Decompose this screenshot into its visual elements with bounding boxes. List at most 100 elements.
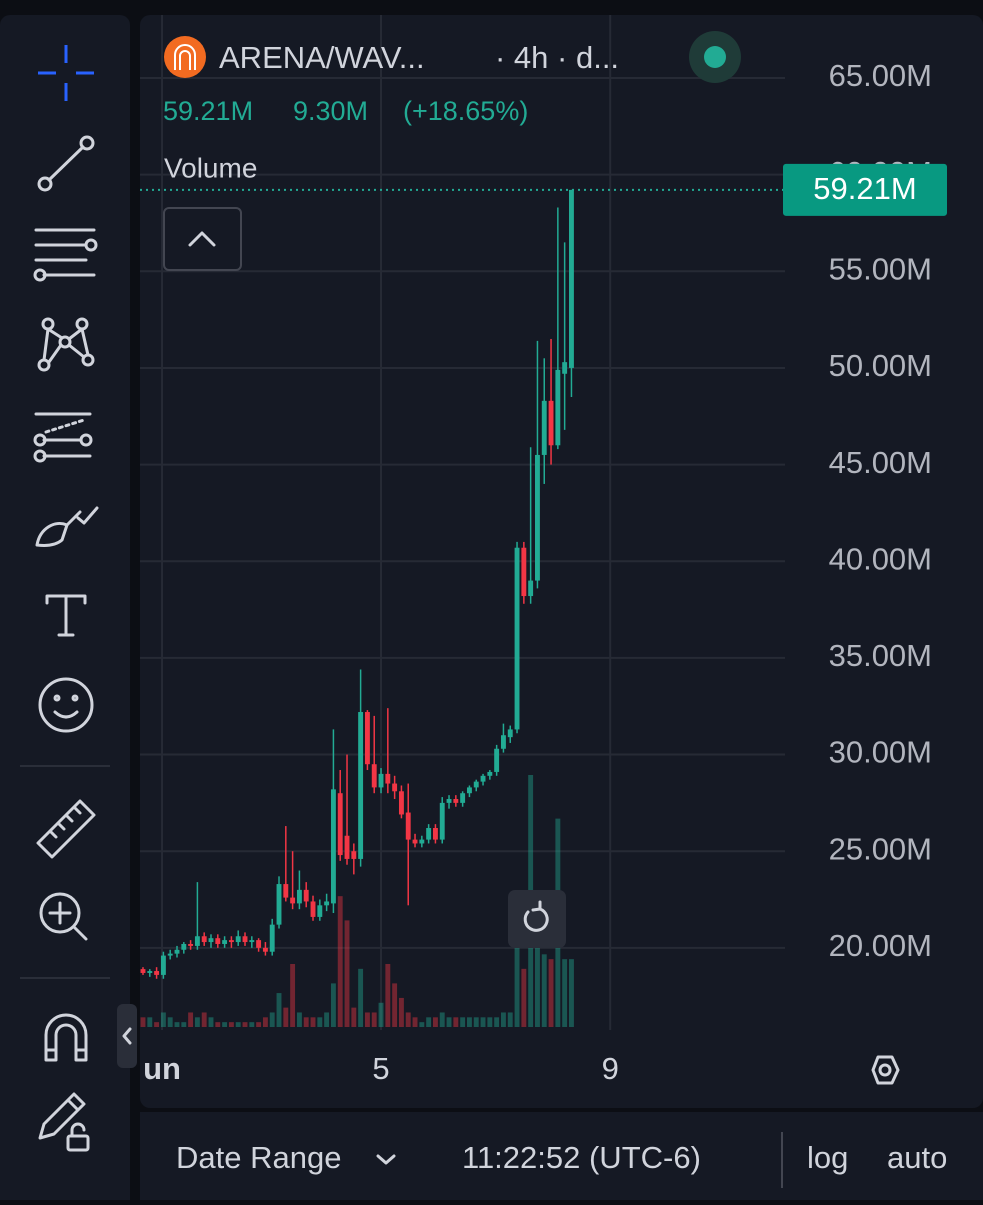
candle-body (466, 787, 472, 794)
volume-bar (534, 930, 540, 1027)
volume-bar (235, 1022, 241, 1027)
volume-bar (222, 1022, 228, 1027)
symbol-logo (164, 36, 206, 78)
candle-body (317, 905, 323, 917)
candle-body (426, 828, 432, 840)
volume-bar (167, 1017, 173, 1027)
volume-bar (398, 997, 404, 1027)
x-tick-label: 5 (372, 1051, 389, 1086)
candle-body (364, 712, 370, 765)
log-toggle[interactable]: log (807, 1140, 848, 1175)
text-tool[interactable] (45, 594, 87, 637)
y-tick-label: 40.00M (829, 541, 932, 576)
bottom-bar (140, 1112, 983, 1200)
volume-bar (453, 1017, 459, 1027)
collapse-icon (122, 1027, 132, 1045)
volume-bar (439, 1012, 445, 1027)
candle-body (262, 947, 268, 952)
auto-toggle[interactable]: auto (887, 1140, 947, 1175)
volume-bar (147, 1017, 153, 1027)
volume-bar (351, 1007, 357, 1027)
candle-body (194, 936, 200, 946)
indicator-label[interactable]: Volume (164, 152, 257, 183)
crosshair-tool[interactable] (38, 45, 94, 101)
candle-body (494, 748, 500, 772)
candle-body (487, 771, 493, 776)
candle-body (419, 839, 425, 844)
change-value: 9.30M (293, 96, 368, 126)
emoji-tool[interactable] (38, 677, 94, 733)
candle-body (188, 943, 194, 946)
expand-button[interactable] (163, 207, 242, 271)
parallel-lines-tool[interactable] (33, 228, 98, 282)
candle-body (167, 953, 173, 956)
candle-body (569, 189, 574, 368)
candle-body (378, 773, 384, 788)
volume-bar (562, 959, 568, 1027)
market-status-dot (704, 46, 726, 68)
pattern-tool[interactable] (37, 317, 95, 372)
zoom-tool[interactable] (39, 892, 88, 941)
candle-body (344, 835, 350, 859)
x-tick-label: 9 (602, 1051, 619, 1086)
brush-tool[interactable] (35, 506, 99, 547)
volume-bar (419, 1022, 425, 1027)
interval[interactable]: · 4h · d... (495, 40, 619, 75)
candle-body (296, 889, 302, 904)
trend-line-tool[interactable] (37, 135, 95, 192)
volume-bar (201, 1012, 207, 1027)
collapse-toolbar[interactable] (117, 1004, 137, 1068)
candle-body (453, 799, 459, 803)
reset-chart-button[interactable] (508, 890, 566, 948)
volume-bar (385, 964, 391, 1027)
volume-bar (276, 993, 282, 1027)
ruler-tool[interactable] (36, 799, 96, 859)
volume-bar (460, 1017, 466, 1027)
volume-bar (378, 1002, 384, 1027)
candle-body (330, 789, 336, 904)
volume-bar (446, 1017, 452, 1027)
volume-bar (256, 1022, 262, 1027)
volume-bar (324, 1012, 330, 1027)
date-range-button[interactable]: Date Range (176, 1140, 341, 1175)
forecast-tool[interactable] (33, 412, 93, 463)
volume-bar (507, 1012, 513, 1027)
candle-body (303, 889, 309, 902)
volume-bar (344, 920, 350, 1027)
volume-bar (262, 1017, 268, 1027)
volume-bar (426, 1017, 432, 1027)
candle-body (514, 547, 520, 730)
volume-bar (371, 1012, 377, 1027)
volume-bar (473, 1017, 479, 1027)
settings-button[interactable] (871, 1055, 900, 1085)
lock-drawings-tool[interactable] (38, 1092, 90, 1152)
candle-body (528, 580, 534, 597)
volume-bar (303, 1017, 309, 1027)
candle-body (249, 940, 255, 943)
candle-body (432, 828, 438, 840)
x-tick-label: un (143, 1051, 181, 1086)
symbol[interactable]: ARENA/WAV... (219, 40, 425, 75)
volume-bar (392, 983, 398, 1027)
volume-bar (487, 1017, 493, 1027)
last-price-label: 59.21M (813, 171, 916, 206)
volume-bar (208, 1017, 214, 1027)
candle-body (473, 781, 479, 788)
volume-bar (432, 1017, 438, 1027)
candle-body (534, 454, 540, 581)
chevron-up (188, 231, 216, 247)
y-tick-label: 20.00M (829, 928, 932, 963)
volume-bar (364, 1012, 370, 1027)
candle-body (181, 943, 187, 950)
volume-bar (290, 964, 296, 1027)
magnet-tool[interactable] (44, 1013, 88, 1062)
clock[interactable]: 11:22:52 (UTC-6) (462, 1140, 701, 1175)
volume-bar (494, 1017, 500, 1027)
candle-body (222, 940, 228, 944)
reset-icon (523, 900, 549, 932)
volume-bar (466, 1017, 472, 1027)
candle-body (446, 799, 452, 803)
candle-body (358, 712, 364, 859)
candle-body (480, 775, 486, 782)
volume-bar (269, 1012, 275, 1027)
